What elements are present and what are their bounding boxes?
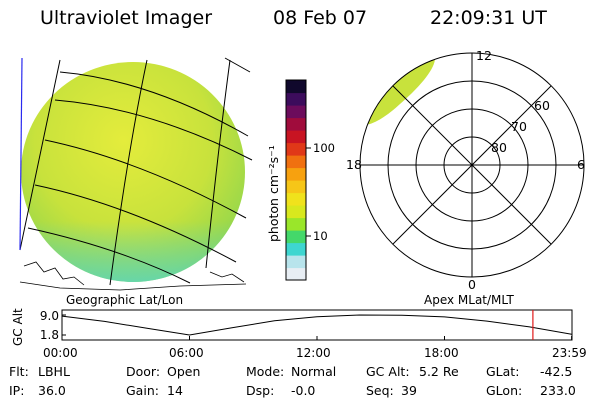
mlat-label-70: 70 [511, 119, 527, 134]
ytick-label-top: 9.0 [40, 309, 59, 323]
colorbar-swatch [286, 230, 306, 244]
parallel-line [54, 99, 253, 161]
ip-label: IP: [9, 383, 25, 398]
altitude-plot-frame [61, 309, 573, 341]
colorbar-unit-label: photon cm⁻²s⁻¹ [266, 145, 281, 242]
coastline [23, 261, 245, 286]
observation-time: 22:09:31 UT [430, 7, 547, 29]
glon-value: 233.0 [540, 383, 576, 398]
mlt-label-18: 18 [346, 157, 362, 172]
colorbar-swatch [286, 155, 306, 169]
lat-lon-grid [19, 57, 253, 286]
colorbar-swatch [286, 80, 306, 94]
colorbar-swatch [286, 205, 306, 219]
colorbar-swatch [286, 267, 306, 281]
mlat-label-80: 80 [491, 140, 507, 155]
xtick-label: 18:00 [424, 346, 459, 360]
altitude-plot: 9.0 1.8 GC Alt [11, 308, 573, 346]
xtick-label: 00:00 [43, 346, 78, 360]
colorbar-label-100: 100 [313, 141, 335, 155]
gc-alt-value: 5.2 Re [419, 364, 459, 379]
gain-value: 14 [167, 383, 183, 398]
glat-value: -42.5 [540, 364, 573, 379]
altitude-curve [61, 314, 572, 336]
colorbar-label-10: 10 [313, 229, 328, 243]
dsp-value: -0.0 [291, 383, 316, 398]
colorbar: 100 10 photon cm⁻²s⁻¹ [266, 79, 335, 281]
meridian-line [19, 59, 61, 251]
colorbar-swatch [286, 167, 306, 181]
colorbar-swatch [286, 217, 306, 231]
panel-frame-line [19, 281, 247, 291]
instrument-title: Ultraviolet Imager [40, 7, 213, 29]
filter-value: LBHL [38, 364, 70, 379]
observation-date: 08 Feb 07 [273, 7, 368, 29]
terminator-line [19, 57, 23, 251]
colorbar-swatch [286, 105, 306, 119]
xtick-label: 23:59 [552, 346, 587, 360]
glon-label: GLon: [486, 383, 523, 398]
mode-label: Mode: [246, 364, 285, 379]
altitude-ylabel: GC Alt [11, 308, 25, 346]
colorbar-swatch [286, 130, 306, 144]
seq-value: 39 [401, 383, 417, 398]
dsp-label: Dsp: [246, 383, 275, 398]
mlt-label-6: 6 [577, 157, 585, 172]
colorbar-swatch [286, 192, 306, 206]
polar-mlat-mlt-panel: 12 0 18 6 60 70 80 [346, 48, 585, 292]
door-label: Door: [126, 364, 161, 379]
uv-disk-limb-glow [21, 62, 245, 282]
colorbar-swatch [286, 117, 306, 131]
colorbar-swatch [286, 255, 306, 269]
colorbar-swatch [286, 142, 306, 156]
parallel-line [59, 71, 249, 137]
glat-label: GLat: [486, 364, 520, 379]
mlat-label-60: 60 [534, 98, 550, 113]
geographic-panel-label: Geographic Lat/Lon [66, 293, 183, 307]
mlt-label-0: 0 [468, 277, 476, 292]
meridian-line [205, 59, 231, 269]
parallel-line [224, 57, 251, 73]
polar-panel-label: Apex MLat/MLT [424, 293, 514, 307]
colorbar-swatch [286, 180, 306, 194]
door-value: Open [167, 364, 201, 379]
mlt-diagonal-line [392, 85, 552, 245]
xtick-label: 06:00 [169, 346, 204, 360]
colorbar-frame [285, 79, 307, 281]
auroral-emission-region [360, 54, 435, 125]
gc-alt-label: GC Alt: [366, 364, 410, 379]
geographic-image-panel [19, 57, 253, 291]
seq-label: Seq: [366, 383, 394, 398]
colorbar-swatch [286, 92, 306, 106]
ytick-label-bottom: 1.8 [40, 328, 59, 342]
mode-value: Normal [291, 364, 337, 379]
filter-label: Flt: [9, 364, 29, 379]
ip-value: 36.0 [38, 383, 66, 398]
parallel-line [44, 139, 247, 219]
parallel-line [34, 184, 237, 263]
gain-label: Gain: [126, 383, 159, 398]
parallel-line [27, 227, 191, 284]
xtick-label: 12:00 [296, 346, 331, 360]
colorbar-swatch [286, 242, 306, 256]
mlt-label-12: 12 [476, 48, 492, 63]
